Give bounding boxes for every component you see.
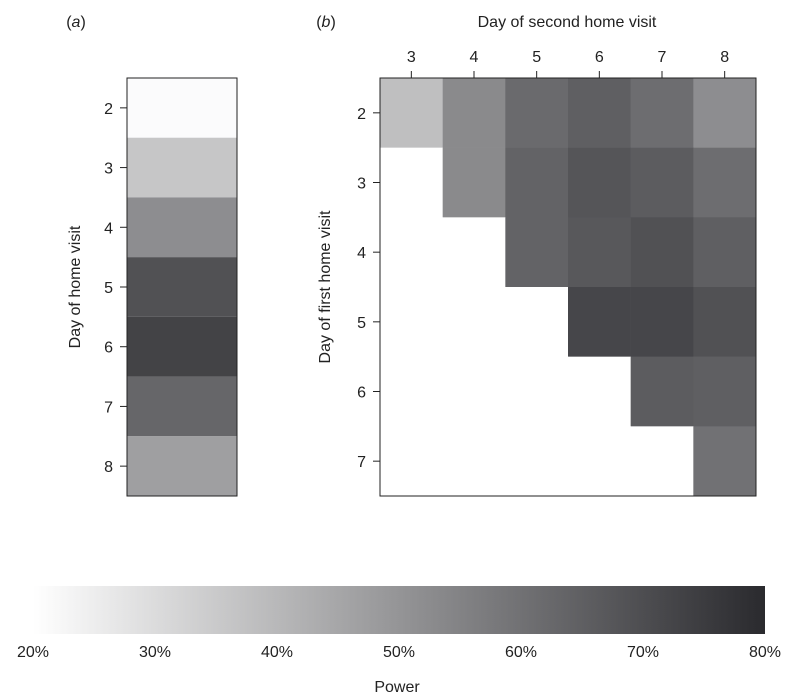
panel-b-cell-5-3 bbox=[380, 287, 443, 357]
panel-b-cell-2-3 bbox=[380, 78, 443, 148]
panel-a-y-tick-label: 5 bbox=[104, 280, 113, 297]
colorbar-tick-label: 30% bbox=[139, 644, 171, 661]
panel-b-cell-7-8 bbox=[693, 426, 757, 497]
panel-b-y-tick-label: 2 bbox=[357, 106, 366, 123]
panel-b-y-tick-label: 6 bbox=[357, 385, 366, 402]
colorbar-tick-label: 80% bbox=[749, 644, 781, 661]
panel-a-y-axis-label: Day of home visit bbox=[67, 225, 84, 348]
panel-b-cell-3-5 bbox=[505, 147, 569, 218]
panel-b-cell-3-6 bbox=[568, 147, 631, 218]
panel-a-cell-day-7 bbox=[127, 376, 237, 437]
panel-b-cell-4-4 bbox=[442, 217, 506, 288]
colorbar-gradient bbox=[33, 586, 765, 634]
panel-b-cell-5-5 bbox=[505, 287, 569, 357]
colorbar-label: Power bbox=[374, 679, 420, 696]
panel-b-cell-7-7 bbox=[630, 426, 694, 497]
panel-b-x-tick-label: 3 bbox=[407, 49, 416, 66]
panel-b-cell-2-7 bbox=[630, 78, 694, 148]
panel-a-cell-day-8 bbox=[127, 436, 237, 496]
panel-b-cell-4-5 bbox=[505, 217, 569, 288]
colorbar-tick-label: 50% bbox=[383, 644, 415, 661]
panel-a-cell-day-5 bbox=[127, 257, 237, 317]
panel-b-y-tick-label: 3 bbox=[357, 176, 366, 193]
panel-b-cell-3-4 bbox=[442, 147, 506, 218]
panel-a: (a) 2 3 4 5 6 7 8 Day of home visit bbox=[66, 14, 238, 497]
panel-b-y-tick-label: 4 bbox=[357, 245, 366, 262]
panel-b-x-tick-label: 6 bbox=[595, 49, 604, 66]
panel-a-cell-day-2 bbox=[127, 78, 237, 138]
panel-a-y-tick-label: 6 bbox=[104, 340, 113, 357]
panel-b-y-tick-label: 5 bbox=[357, 315, 366, 332]
panel-b-cell-7-6 bbox=[568, 426, 631, 497]
panel-b-cell-4-7 bbox=[630, 217, 694, 288]
panel-a-cell-day-4 bbox=[127, 197, 237, 258]
colorbar-tick-label: 20% bbox=[17, 644, 49, 661]
panel-b-cell-4-6 bbox=[568, 217, 631, 288]
colorbar: 20% 30% 40% 50% 60% 70% 80% Power bbox=[17, 586, 781, 696]
panel-b-frame bbox=[379, 77, 757, 497]
colorbar-tick-label: 60% bbox=[505, 644, 537, 661]
panel-b-cell-2-8 bbox=[693, 78, 757, 148]
panel-b-x-axis-title: Day of second home visit bbox=[478, 14, 657, 31]
panel-b-cell-7-3 bbox=[380, 426, 443, 497]
panel-b-y-tick-label: 7 bbox=[357, 454, 366, 471]
colorbar-tick-label: 70% bbox=[627, 644, 659, 661]
panel-a-label: (a) bbox=[66, 14, 86, 31]
panel-b-cell-3-7 bbox=[630, 147, 694, 218]
panel-b-cell-6-6 bbox=[568, 356, 631, 427]
panel-a-y-tick-label: 7 bbox=[104, 399, 113, 416]
panel-a-y-ticks: 2 3 4 5 6 7 8 bbox=[104, 101, 127, 476]
panel-b-cell-2-6 bbox=[568, 78, 631, 148]
panel-b-cell-5-4 bbox=[442, 287, 506, 357]
panel-a-y-tick-label: 8 bbox=[104, 459, 113, 476]
panel-b-cells bbox=[380, 78, 757, 497]
panel-b-label: (b) bbox=[316, 14, 336, 31]
panel-b-cell-6-7 bbox=[630, 356, 694, 427]
panel-a-y-tick-label: 4 bbox=[104, 220, 113, 237]
panel-b-cell-4-8 bbox=[693, 217, 757, 288]
panel-b-cell-6-5 bbox=[505, 356, 569, 427]
panel-b-cell-5-7 bbox=[630, 287, 694, 357]
panel-b-y-ticks: 2 3 4 5 6 7 bbox=[357, 106, 380, 471]
panel-b-x-tick-label: 8 bbox=[720, 49, 729, 66]
panel-b-cell-6-3 bbox=[380, 356, 443, 427]
panel-b-cell-5-8 bbox=[693, 287, 757, 357]
panel-b-cell-2-4 bbox=[442, 78, 506, 148]
panel-b-x-tick-label: 5 bbox=[532, 49, 541, 66]
panel-b-cell-5-6 bbox=[568, 287, 631, 357]
panel-b-cell-4-3 bbox=[380, 217, 443, 288]
panel-b-x-ticks: 3 4 5 6 7 8 bbox=[407, 49, 729, 78]
panel-b-cell-3-3 bbox=[380, 147, 443, 218]
panel-b-cell-7-4 bbox=[442, 426, 506, 497]
panel-b-cell-7-5 bbox=[505, 426, 569, 497]
panel-b-cell-6-8 bbox=[693, 356, 757, 427]
panel-a-cells bbox=[127, 78, 237, 496]
panel-a-y-tick-label: 2 bbox=[104, 101, 113, 118]
panel-b: (b) Day of second home visit 3 4 5 6 7 8 2 3 4 5… bbox=[316, 14, 757, 497]
panel-b-x-tick-label: 7 bbox=[658, 49, 667, 66]
panel-a-y-tick-label: 3 bbox=[104, 161, 113, 178]
panel-a-cell-day-3 bbox=[127, 137, 237, 198]
panel-b-cell-2-5 bbox=[505, 78, 569, 148]
panel-b-y-axis-label: Day of first home visit bbox=[317, 210, 334, 363]
panel-b-x-tick-label: 4 bbox=[470, 49, 479, 66]
panel-a-cell-day-6 bbox=[127, 316, 237, 377]
colorbar-ticks: 20% 30% 40% 50% 60% 70% 80% bbox=[17, 644, 781, 661]
panel-b-cell-6-4 bbox=[442, 356, 506, 427]
panel-b-cell-3-8 bbox=[693, 147, 757, 218]
colorbar-tick-label: 40% bbox=[261, 644, 293, 661]
